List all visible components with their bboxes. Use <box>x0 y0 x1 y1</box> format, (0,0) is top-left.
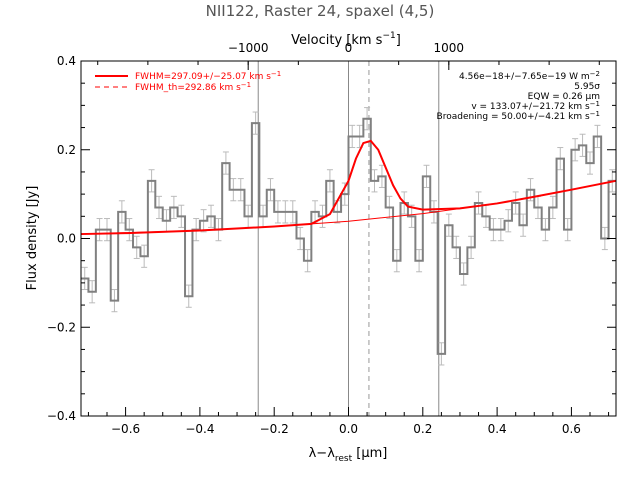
x-tick-label: −0.4 <box>185 422 214 436</box>
histogram-series <box>81 107 616 366</box>
y-tick-label: −0.4 <box>47 409 76 423</box>
x-tick-label: 0.0 <box>339 422 358 436</box>
fit-annotation: EQW = 0.26 μm <box>528 92 600 102</box>
legend-label: FWHM=297.09+/−25.07 km s−1 <box>135 70 281 82</box>
x-axis-label: λ−λrest [μm] <box>309 446 388 464</box>
top-tick-label: 1000 <box>434 41 465 55</box>
fit-annotation: 5.95σ <box>574 82 600 92</box>
legend: FWHM=297.09+/−25.07 km s−1FWHM_th=292.86… <box>95 70 281 93</box>
left-ticks: −0.4 −0.2 0.0 0.2 0.4 <box>47 54 616 423</box>
y-tick-label: −0.2 <box>47 320 76 334</box>
x-tick-label: 0.2 <box>413 422 432 436</box>
top-tick-label: 0 <box>345 41 353 55</box>
legend-label: FWHM_th=292.86 km s−1 <box>135 81 251 93</box>
x-tick-label: −0.6 <box>111 422 140 436</box>
spectrum-histogram <box>81 117 616 355</box>
x-tick-label: 0.4 <box>488 422 507 436</box>
vertical-lines <box>257 61 440 416</box>
top-axis-label: Velocity [km s−1] <box>291 31 401 48</box>
y-axis-label: Flux density [Jy] <box>25 186 40 291</box>
y-tick-label: 0.4 <box>57 54 76 68</box>
chart-title: NII122, Raster 24, spaxel (4,5) <box>206 2 435 20</box>
top-tick-label: −1000 <box>228 41 269 55</box>
x-tick-label: −0.2 <box>260 422 289 436</box>
y-tick-label: 0.2 <box>57 143 76 157</box>
y-tick-label: 0.0 <box>57 232 76 246</box>
bottom-ticks: −0.6 −0.4 −0.2 0.0 0.2 0.4 0.6 <box>87 407 610 436</box>
fit-annotation: v = 133.07+/−21.72 km s−1 <box>471 100 600 112</box>
gaussian-fit-line <box>80 139 617 236</box>
x-tick-label: 0.6 <box>562 422 581 436</box>
fit-annotation: 4.56e−18+/−7.65e−19 W m−2 <box>459 70 600 82</box>
fit-lines <box>80 139 617 236</box>
fit-annotation: Broadening = 50.00+/−4.21 km s−1 <box>437 110 600 122</box>
